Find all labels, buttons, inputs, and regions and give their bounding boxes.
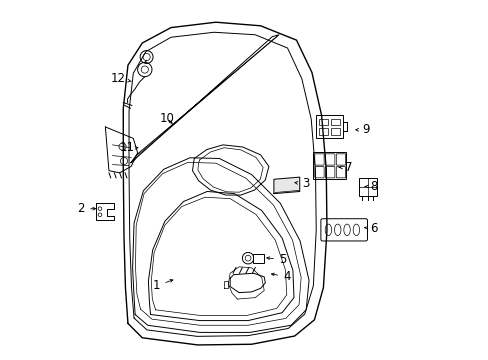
- Text: 4: 4: [271, 270, 290, 283]
- Text: 3: 3: [294, 177, 308, 190]
- Text: 7: 7: [339, 161, 351, 174]
- Text: 2: 2: [78, 202, 95, 215]
- Polygon shape: [96, 203, 113, 220]
- Text: 6: 6: [364, 222, 377, 235]
- FancyBboxPatch shape: [313, 152, 345, 179]
- Text: 9: 9: [355, 123, 369, 136]
- Polygon shape: [105, 127, 137, 173]
- FancyBboxPatch shape: [359, 178, 376, 196]
- Text: 5: 5: [266, 253, 285, 266]
- Text: 11: 11: [119, 141, 138, 154]
- Text: 10: 10: [160, 112, 175, 125]
- Polygon shape: [230, 273, 265, 293]
- FancyBboxPatch shape: [253, 253, 264, 263]
- Text: 8: 8: [364, 180, 377, 193]
- Text: 12: 12: [111, 72, 131, 85]
- FancyBboxPatch shape: [320, 219, 367, 241]
- Polygon shape: [123, 22, 326, 345]
- FancyBboxPatch shape: [316, 116, 343, 138]
- Polygon shape: [273, 177, 299, 194]
- Text: 1: 1: [153, 279, 173, 292]
- Circle shape: [242, 252, 253, 264]
